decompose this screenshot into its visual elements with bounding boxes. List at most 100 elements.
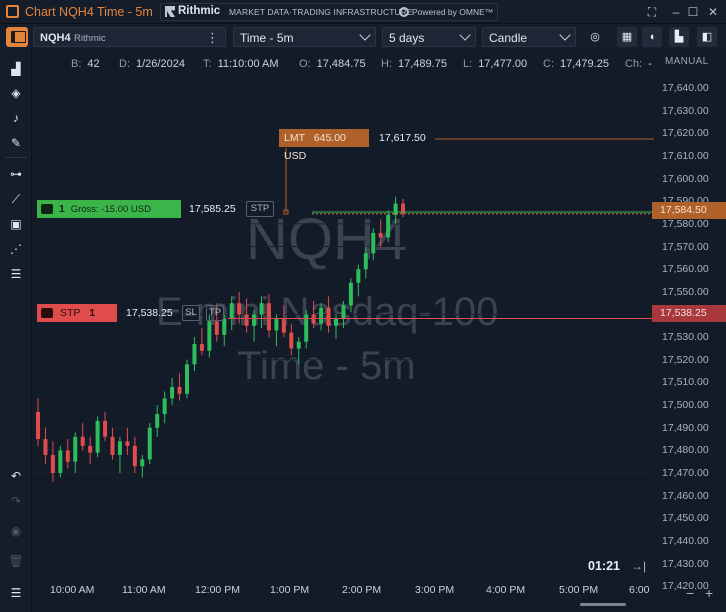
price-tick-label: 17,630.00 xyxy=(662,104,709,117)
keyboard-icon[interactable]: ▦ xyxy=(617,27,637,47)
toolbar-divider xyxy=(5,157,27,158)
panel-toggle-button[interactable] xyxy=(6,27,28,47)
limit-order-amount: 645.00 USD xyxy=(284,132,346,162)
position-stop-button[interactable]: STP xyxy=(246,201,274,217)
chart-type-icon[interactable]: ▟ xyxy=(11,62,21,76)
candle-body xyxy=(281,319,286,333)
hide-drawings-icon[interactable]: ◉ xyxy=(10,524,22,538)
scroll-to-end-icon[interactable]: →| xyxy=(631,559,647,573)
chevron-down-icon xyxy=(359,29,371,41)
horizontal-line-icon[interactable]: ⊶ xyxy=(10,167,22,181)
fullscreen-icon[interactable]: ⛶ xyxy=(647,5,657,19)
candle-body xyxy=(326,307,331,326)
range-dropdown[interactable]: 5 days xyxy=(382,27,476,47)
fibonacci-icon[interactable]: ⋰ xyxy=(10,242,22,256)
candle-body xyxy=(386,214,391,238)
candle-body xyxy=(266,303,271,331)
candle-body xyxy=(110,436,115,455)
zoom-out-icon[interactable]: − xyxy=(686,585,695,601)
drawing-toolbar: ▟ ◈ ♪ ✎ ⊶ ⟋ ▣ ⋰ ☰ ↶ ↷ ◉ 🗑 ☰ xyxy=(0,50,32,612)
info-open: O: 17,484.75 xyxy=(299,58,366,70)
candle-body xyxy=(147,427,152,460)
trend-line-icon[interactable]: ⟋ xyxy=(11,192,21,206)
time-tick-label: 3:00 PM xyxy=(415,584,455,596)
info-date: D: 1/26/2024 xyxy=(119,58,185,70)
alert-bell-icon[interactable]: ♪ xyxy=(13,111,19,125)
text-tool-icon[interactable]: ☰ xyxy=(10,267,22,281)
briefcase-icon xyxy=(41,204,53,215)
delete-drawings-icon[interactable]: 🗑 xyxy=(8,554,24,568)
candle-body xyxy=(95,420,100,453)
symbol-label: NQH4 xyxy=(40,32,71,44)
time-tick-label: 4:00 PM xyxy=(486,584,526,596)
take-profit-button[interactable]: TP xyxy=(206,305,224,321)
time-tick-label: 6:00 xyxy=(629,584,650,596)
symbol-selector[interactable]: NQH4 Rithmic ⋮ xyxy=(33,27,226,47)
info-bars: B: 42 xyxy=(71,58,100,70)
candle-body xyxy=(289,332,294,349)
template-icon[interactable]: ▙ xyxy=(669,27,689,47)
stop-loss-button[interactable]: SL xyxy=(182,305,200,321)
minimize-icon[interactable]: – xyxy=(672,5,680,19)
chevron-down-icon xyxy=(559,29,571,41)
close-icon[interactable]: ✕ xyxy=(707,5,719,19)
candle-body xyxy=(341,305,346,320)
candle-body xyxy=(43,439,48,455)
candle-body xyxy=(185,364,189,394)
range-value: 5 days xyxy=(389,31,425,45)
candle-body xyxy=(319,307,324,324)
layout-icon[interactable]: ◧ xyxy=(697,27,717,47)
position-tag[interactable]: 1 Gross: -15.00 USD xyxy=(37,200,181,218)
branding-box xyxy=(160,3,498,21)
rectangle-icon[interactable]: ▣ xyxy=(10,217,22,231)
zoom-in-icon[interactable]: + xyxy=(705,585,714,601)
redo-icon[interactable]: ↷ xyxy=(10,494,22,508)
undo-icon[interactable]: ↶ xyxy=(10,469,22,483)
candle-body xyxy=(259,303,264,315)
scale-mode-button[interactable]: MANUAL xyxy=(665,56,709,67)
candle-body xyxy=(177,386,182,394)
stop-order-label: STP xyxy=(60,307,81,319)
pencil-icon[interactable]: ✎ xyxy=(10,136,22,150)
limit-anchor xyxy=(283,209,289,215)
time-tick-label: 10:00 AM xyxy=(50,584,95,596)
menu-icon[interactable]: ☰ xyxy=(10,586,22,600)
price-tick-label: 17,560.00 xyxy=(662,263,709,276)
window-title: Chart NQH4 Time - 5m xyxy=(25,5,153,19)
candle-body xyxy=(244,314,249,326)
limit-order-tag[interactable]: LMT 645.00 USD xyxy=(279,129,369,162)
price-tick-label: 17,450.00 xyxy=(662,512,709,525)
indicators-icon[interactable]: ◎ xyxy=(590,31,600,43)
rithmic-logo-icon xyxy=(165,6,175,17)
price-tick-label: 17,430.00 xyxy=(662,557,709,570)
chart-style-dropdown[interactable]: Candle xyxy=(482,27,576,47)
infra-tagline: MARKET DATA·TRADING INFRASTRUCTURE xyxy=(229,7,413,17)
price-tick-label: 17,520.00 xyxy=(662,353,709,366)
candlestick-chart[interactable] xyxy=(32,76,654,578)
time-tick-label: 1:00 PM xyxy=(270,584,310,596)
candle-body xyxy=(50,454,55,474)
price-tick-label: 17,580.00 xyxy=(662,217,709,230)
price-tick-label: 17,620.00 xyxy=(662,127,709,140)
more-options-icon[interactable]: ⋮ xyxy=(206,30,219,45)
timeframe-value: Time - 5m xyxy=(240,31,294,45)
limit-order-label: LMT xyxy=(284,132,305,144)
candle-body xyxy=(393,203,398,215)
candle-body xyxy=(73,436,78,462)
app-icon xyxy=(6,5,19,18)
timeframe-dropdown[interactable]: Time - 5m xyxy=(233,27,376,47)
omne-icon xyxy=(399,7,409,17)
candle-body xyxy=(170,386,175,399)
price-tick-label: 17,490.00 xyxy=(662,421,709,434)
price-tick-label: 17,600.00 xyxy=(662,172,709,185)
mouse-icon[interactable]: ◖ xyxy=(642,27,662,47)
omne-tagline: Powered by OMNE™ xyxy=(412,7,494,17)
chart-style-value: Candle xyxy=(489,31,528,45)
maximize-icon[interactable]: ☐ xyxy=(687,5,699,19)
time-tick-label: 2:00 PM xyxy=(342,584,382,596)
time-scrollbar[interactable] xyxy=(580,603,626,606)
stop-order-tag[interactable]: STP 1 xyxy=(37,304,117,322)
layers-icon[interactable]: ◈ xyxy=(11,86,21,100)
title-bar: Chart NQH4 Time - 5m Rithmic MARKET DATA… xyxy=(0,0,726,24)
candle-body xyxy=(125,441,130,446)
